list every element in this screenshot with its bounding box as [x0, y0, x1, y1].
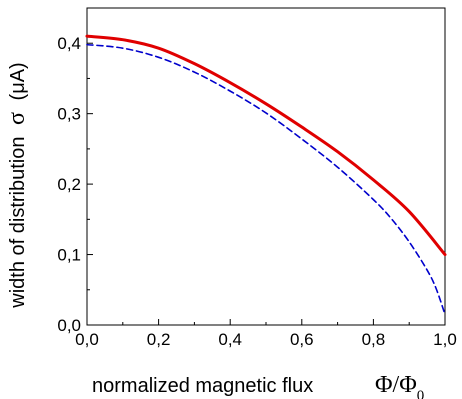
- y-tick-label: 0,4: [57, 34, 81, 53]
- x-tick-label: 0,0: [75, 330, 99, 349]
- x-axis-symbol-subscript: 0: [417, 388, 425, 399]
- series-dashed-line: [86, 43, 446, 316]
- y-tick-label: 0,3: [57, 105, 81, 124]
- x-tick-label: 0,2: [147, 330, 171, 349]
- y-tick-label: 0,0: [57, 316, 81, 335]
- plot-frame: [86, 7, 446, 326]
- x-tick-label: 1,0: [433, 330, 457, 349]
- x-axis-label: normalized magnetic flux: [92, 375, 313, 397]
- y-tick-label: 0,2: [57, 175, 81, 194]
- x-axis-symbol-text: Φ/Φ: [375, 372, 417, 398]
- y-axis-label: width of distribution σ (μA): [4, 62, 30, 308]
- y-axis-label-text: width of distribution: [7, 137, 29, 309]
- x-tick-label: 0,6: [290, 330, 314, 349]
- y-axis-label-group: width of distribution σ (μA): [4, 62, 30, 308]
- series-layer: [85, 34, 447, 316]
- x-axis-symbol: Φ/Φ0: [375, 372, 424, 399]
- axis-ticks: 0,0 0,2 0,4 0,6 0,8 1,0 0,0 0,1 0,2 0,3 0,4: [57, 7, 457, 349]
- x-tick-label: 0,8: [362, 330, 386, 349]
- x-tick-label: 0,4: [218, 330, 242, 349]
- y-tick-label: 0,1: [57, 246, 81, 265]
- x-axis-label-text: normalized magnetic flux: [92, 375, 313, 397]
- series-solid-line: [85, 34, 447, 257]
- y-axis-symbol: σ: [4, 112, 30, 125]
- y-axis-unit: (μA): [7, 62, 29, 100]
